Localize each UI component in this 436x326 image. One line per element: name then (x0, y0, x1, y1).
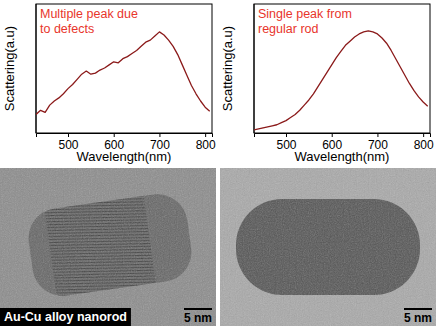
x-tick-mark (423, 133, 424, 137)
x-tick-mark (68, 133, 69, 137)
scale-bar (184, 308, 212, 310)
image-background (0, 168, 216, 326)
chart-panel: 500600700800Wavelength(nm)Scattering(a.u… (220, 4, 434, 164)
plot-area (254, 31, 428, 130)
y-axis-line (254, 4, 255, 133)
image-grain (0, 168, 216, 326)
image-grain (220, 168, 436, 326)
tem-image: Au-Cu alloy nanorod 5 nm (0, 168, 216, 326)
image-label: Au-Cu alloy nanorod (4, 310, 127, 324)
spectrum-line (36, 32, 210, 115)
x-tick: 800 (196, 133, 216, 152)
x-tick: 800 (414, 133, 434, 152)
y-axis-title: Scattering(a.u) (2, 26, 17, 111)
x-tick-label: 800 (414, 138, 434, 152)
x-axis-line (37, 134, 213, 138)
plot-area (36, 32, 210, 115)
figure: 500600700800Wavelength(nm)Scattering(a.u… (0, 0, 436, 326)
annotation: Single peak fromregular rod (258, 7, 352, 36)
x-tick-mark (332, 133, 333, 137)
annotation-line: Multiple peak due (40, 7, 138, 21)
annotation: Multiple peak dueto defects (40, 7, 138, 36)
scale-bar (404, 308, 432, 310)
x-tick-mark (159, 133, 160, 137)
x-tick-mark (114, 133, 115, 137)
scale-bar-label: 5 nm (404, 311, 432, 325)
tem-image: 5 nm (220, 168, 436, 326)
annotation-line: to defects (40, 22, 94, 36)
annotation-line: regular rod (258, 22, 318, 36)
x-tick-mark (286, 133, 287, 137)
x-tick-mark (377, 133, 378, 137)
x-axis-title: Wavelength(nm) (295, 149, 390, 164)
plot-frame (254, 4, 430, 133)
scale-bar-label: 5 nm (184, 311, 212, 325)
x-axis-title: Wavelength(nm) (77, 149, 172, 164)
annotation-line: Single peak from (258, 7, 352, 21)
x-tick-label: 800 (196, 138, 216, 152)
x-axis-line (255, 134, 431, 138)
y-axis-title: Scattering(a.u) (220, 26, 235, 111)
x-tick-mark (205, 133, 206, 137)
plot-frame (36, 4, 212, 133)
spectrum-line (254, 31, 428, 130)
chart-panel: 500600700800Wavelength(nm)Scattering(a.u… (2, 4, 216, 164)
label-background (0, 308, 131, 326)
image-background (220, 168, 436, 326)
